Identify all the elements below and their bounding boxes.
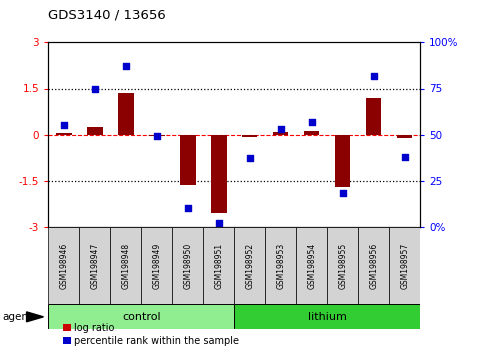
Polygon shape xyxy=(27,312,43,322)
Text: GSM198949: GSM198949 xyxy=(152,242,161,289)
Bar xyxy=(48,227,79,304)
Text: GSM198951: GSM198951 xyxy=(214,242,223,289)
Text: control: control xyxy=(122,312,160,322)
Bar xyxy=(335,135,351,187)
Text: GSM198953: GSM198953 xyxy=(276,242,285,289)
Bar xyxy=(296,227,327,304)
Point xyxy=(184,205,192,211)
Bar xyxy=(48,304,234,329)
Bar xyxy=(304,131,319,135)
Text: GSM198956: GSM198956 xyxy=(369,242,378,289)
Bar xyxy=(149,135,165,136)
Text: lithium: lithium xyxy=(308,312,347,322)
Bar xyxy=(203,227,234,304)
Bar xyxy=(87,127,102,135)
Bar xyxy=(358,227,389,304)
Text: GSM198948: GSM198948 xyxy=(121,242,130,289)
Bar xyxy=(211,135,227,213)
Point xyxy=(215,220,223,226)
Point xyxy=(277,126,284,132)
Point xyxy=(308,119,315,125)
Point xyxy=(60,122,68,128)
Bar xyxy=(265,227,296,304)
Text: GSM198955: GSM198955 xyxy=(338,242,347,289)
Bar xyxy=(172,227,203,304)
Bar xyxy=(234,227,265,304)
Text: agent: agent xyxy=(2,312,32,322)
Text: GSM198946: GSM198946 xyxy=(59,242,68,289)
Bar xyxy=(234,304,420,329)
Point xyxy=(401,154,409,159)
Bar xyxy=(180,135,196,185)
Point xyxy=(122,64,129,69)
Bar xyxy=(397,135,412,138)
Legend: log ratio, percentile rank within the sample: log ratio, percentile rank within the sa… xyxy=(63,323,240,346)
Point xyxy=(91,86,99,91)
Bar xyxy=(389,227,420,304)
Bar xyxy=(273,132,288,135)
Text: GSM198950: GSM198950 xyxy=(183,242,192,289)
Bar xyxy=(242,135,257,137)
Text: GSM198947: GSM198947 xyxy=(90,242,99,289)
Text: GSM198957: GSM198957 xyxy=(400,242,409,289)
Text: GSM198952: GSM198952 xyxy=(245,242,254,289)
Point xyxy=(153,133,161,139)
Bar xyxy=(110,227,142,304)
Text: GDS3140 / 13656: GDS3140 / 13656 xyxy=(48,8,166,21)
Bar xyxy=(366,98,382,135)
Point xyxy=(246,156,254,161)
Bar xyxy=(56,133,71,135)
Point xyxy=(370,73,378,79)
Bar xyxy=(327,227,358,304)
Bar xyxy=(79,227,110,304)
Bar xyxy=(141,227,172,304)
Point xyxy=(339,190,347,196)
Text: GSM198954: GSM198954 xyxy=(307,242,316,289)
Bar xyxy=(118,93,133,135)
